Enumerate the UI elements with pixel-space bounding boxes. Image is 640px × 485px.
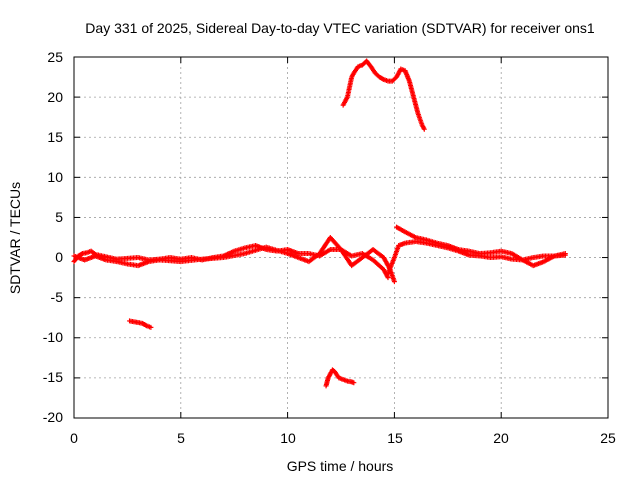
y-tick-label: 10 xyxy=(47,169,63,185)
plot-frame xyxy=(73,56,609,419)
tick-marks xyxy=(73,56,609,419)
series-low-segment-1 xyxy=(127,318,154,330)
chart-title: Day 331 of 2025, Sidereal Day-to-day VTE… xyxy=(85,20,595,36)
x-tick-label: 25 xyxy=(600,430,616,446)
data-point xyxy=(351,380,357,386)
data-point xyxy=(391,279,397,285)
y-tick-label: 0 xyxy=(55,249,63,265)
y-tick-label: 25 xyxy=(47,49,63,65)
series-main-track-b xyxy=(71,235,397,285)
series-low-segment-2 xyxy=(323,367,357,389)
y-tick-label: -5 xyxy=(51,289,64,305)
x-axis-title: GPS time / hours xyxy=(287,458,394,474)
y-tick-label: 20 xyxy=(47,89,63,105)
data-point xyxy=(562,251,568,257)
data-point xyxy=(421,126,427,132)
x-tick-label: 20 xyxy=(493,430,509,446)
series-upper-arc xyxy=(340,58,427,132)
data-point xyxy=(148,324,154,330)
x-tick-labels: 0 5 10 15 20 25 xyxy=(70,430,616,446)
y-axis-title: SDTVAR / TECUs xyxy=(7,182,23,294)
data-series xyxy=(71,58,568,389)
series-main-track-d xyxy=(394,224,568,269)
y-tick-label: -20 xyxy=(43,409,63,425)
y-tick-label: 15 xyxy=(47,129,63,145)
y-tick-label: -10 xyxy=(43,329,63,345)
y-tick-labels: 25 20 15 10 5 0 -5 -10 -15 -20 xyxy=(43,49,63,425)
x-tick-label: 5 xyxy=(177,430,185,446)
x-tick-label: 0 xyxy=(70,430,78,446)
y-tick-label: 5 xyxy=(55,209,63,225)
x-tick-label: 10 xyxy=(280,430,296,446)
x-tick-label: 15 xyxy=(387,430,403,446)
y-tick-label: -15 xyxy=(43,369,63,385)
